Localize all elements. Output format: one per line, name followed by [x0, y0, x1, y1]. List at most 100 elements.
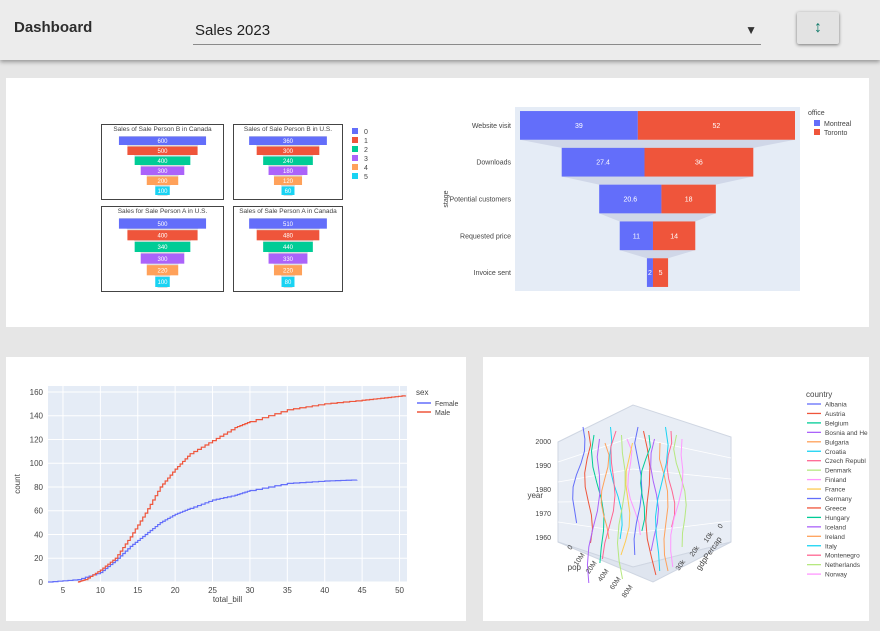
small-funnel-value: 340: [157, 245, 168, 251]
small-funnel-2: Sales for Sale Person A in U.S. 500 400 340…: [101, 206, 224, 292]
legend-label[interactable]: Netherlands: [825, 562, 861, 569]
3d-gridline: [557, 500, 634, 503]
small-funnel-bar: [249, 218, 327, 229]
funnel-bar-montreal: [599, 184, 662, 214]
funnel-stage-label: Website visit: [472, 123, 511, 130]
country-line: [658, 442, 669, 572]
funnel-value-montreal: 20.6: [623, 197, 637, 204]
small-funnel-bar: [146, 265, 179, 276]
funnel-bar-montreal: [619, 221, 653, 251]
z-tick-label: 1980: [535, 487, 551, 494]
z-tick-label: 1990: [535, 463, 551, 470]
funnel-card: Sales of Sale Person B in Canada 600 500 40…: [6, 78, 869, 327]
legend-label[interactable]: Albania: [825, 402, 847, 409]
legend-label[interactable]: Austria: [825, 411, 846, 418]
x-axis-label: total_bill: [213, 595, 243, 604]
small-funnel-value: 60: [285, 189, 292, 195]
chevron-down-icon[interactable]: ▼: [745, 23, 757, 37]
sort-arrows-icon: ↕: [814, 19, 822, 36]
legend-label[interactable]: Bosnia and He: [825, 430, 868, 437]
funnel-bar-montreal: [561, 147, 645, 177]
small-funnel-bar: [127, 230, 198, 241]
funnel-bar-toronto: [644, 147, 754, 177]
legend-label: 2: [364, 147, 368, 154]
legend-label[interactable]: Norway: [825, 572, 848, 579]
legend-label[interactable]: Belgium: [825, 420, 848, 427]
legend-label[interactable]: Denmark: [825, 468, 852, 475]
x-tick-label: 15: [133, 586, 142, 595]
legend-label[interactable]: Greece: [825, 505, 847, 512]
funnel-value-toronto: 36: [695, 160, 703, 167]
funnel-value-montreal: 39: [575, 123, 583, 130]
x-tick-label: 45: [358, 586, 367, 595]
small-funnel-bar: [268, 166, 308, 175]
x-tick-label: 0: [567, 544, 575, 551]
country-line: [650, 438, 660, 552]
line3d-card: 1960 1970 1980 1990 2000 year 0 10M 20M 40M 60M 80M…: [483, 357, 869, 621]
x-tick-label: 40M: [597, 568, 611, 583]
small-funnel-value: 300: [157, 257, 168, 263]
small-funnel-value: 440: [283, 245, 294, 251]
legend-swatch: [352, 155, 358, 161]
funnel-value-montreal: 11: [633, 233, 640, 240]
legend-label[interactable]: Finland: [825, 477, 847, 484]
3d-box-floor: [557, 541, 732, 583]
small-funnel-bar: [256, 230, 320, 241]
3d-gridline: [557, 436, 634, 463]
legend-title: country: [806, 390, 832, 399]
legend-swatch: [352, 137, 358, 143]
z-tick-label: 2000: [535, 439, 551, 446]
country-line: [640, 434, 651, 532]
small-funnel-svg: 600 500 400 300 200 100: [118, 136, 207, 196]
funnel-stage-label: Invoice sent: [474, 270, 511, 277]
small-funnel-bar: [118, 218, 207, 229]
funnel-legend-swatch[interactable]: [814, 120, 820, 126]
x-axis-label: pop: [568, 563, 582, 572]
funnel-legend-label[interactable]: Montreal: [824, 121, 852, 128]
small-funnel-value: 480: [283, 234, 294, 240]
legend-label[interactable]: Female: [435, 401, 458, 408]
3d-gridline: [632, 499, 732, 502]
legend-label[interactable]: Montenegro: [825, 553, 860, 560]
legend-label[interactable]: Hungary: [825, 515, 850, 522]
small-funnel-value: 120: [283, 179, 294, 185]
legend-label[interactable]: Iceland: [825, 524, 846, 531]
funnel-bar-montreal: [520, 111, 638, 140]
small-funnel-bar: [134, 241, 191, 252]
legend-label[interactable]: Bulgaria: [825, 439, 849, 446]
funnel-bar-toronto: [652, 221, 696, 251]
legend-label[interactable]: Croatia: [825, 449, 846, 456]
legend-label[interactable]: France: [825, 487, 846, 494]
funnel-value-toronto: 5: [659, 270, 663, 277]
legend-label[interactable]: Ireland: [825, 534, 845, 541]
year-dropdown[interactable]: Sales 2023 ▼: [193, 14, 761, 45]
y-tick-label: 20: [34, 554, 43, 563]
small-funnel-bar: [281, 276, 295, 287]
funnel-bar-montreal: [646, 258, 653, 287]
small-funnel-bar: [140, 166, 185, 175]
funnel-bar-toronto: [637, 111, 795, 140]
small-funnel-value: 400: [157, 234, 168, 240]
small-funnel-bar: [118, 136, 207, 145]
funnel-connector: [599, 213, 716, 222]
y-tick-label: 0: [39, 578, 44, 587]
small-funnel-value: 600: [157, 139, 168, 145]
country-line: [643, 430, 657, 576]
x-tick-label: 50: [395, 586, 404, 595]
y-axis-label: count: [13, 473, 22, 493]
small-funnel-bar: [249, 136, 327, 145]
funnel-connector: [619, 250, 696, 259]
legend-label[interactable]: Czech Republ: [825, 458, 866, 465]
series-line-male: [77, 395, 407, 583]
x-tick-label: 40: [320, 586, 329, 595]
legend-label[interactable]: Male: [435, 410, 450, 417]
funnel-value-toronto: 52: [713, 123, 721, 130]
legend-label[interactable]: Italy: [825, 543, 838, 550]
sort-button[interactable]: ↕: [797, 12, 839, 44]
legend-label[interactable]: Germany: [825, 496, 852, 503]
legend-swatch: [352, 173, 358, 179]
funnel-legend-label[interactable]: Toronto: [824, 130, 847, 137]
small-funnel-value: 400: [157, 159, 168, 165]
legend-label: 5: [364, 174, 368, 181]
funnel-legend-swatch[interactable]: [814, 129, 820, 135]
